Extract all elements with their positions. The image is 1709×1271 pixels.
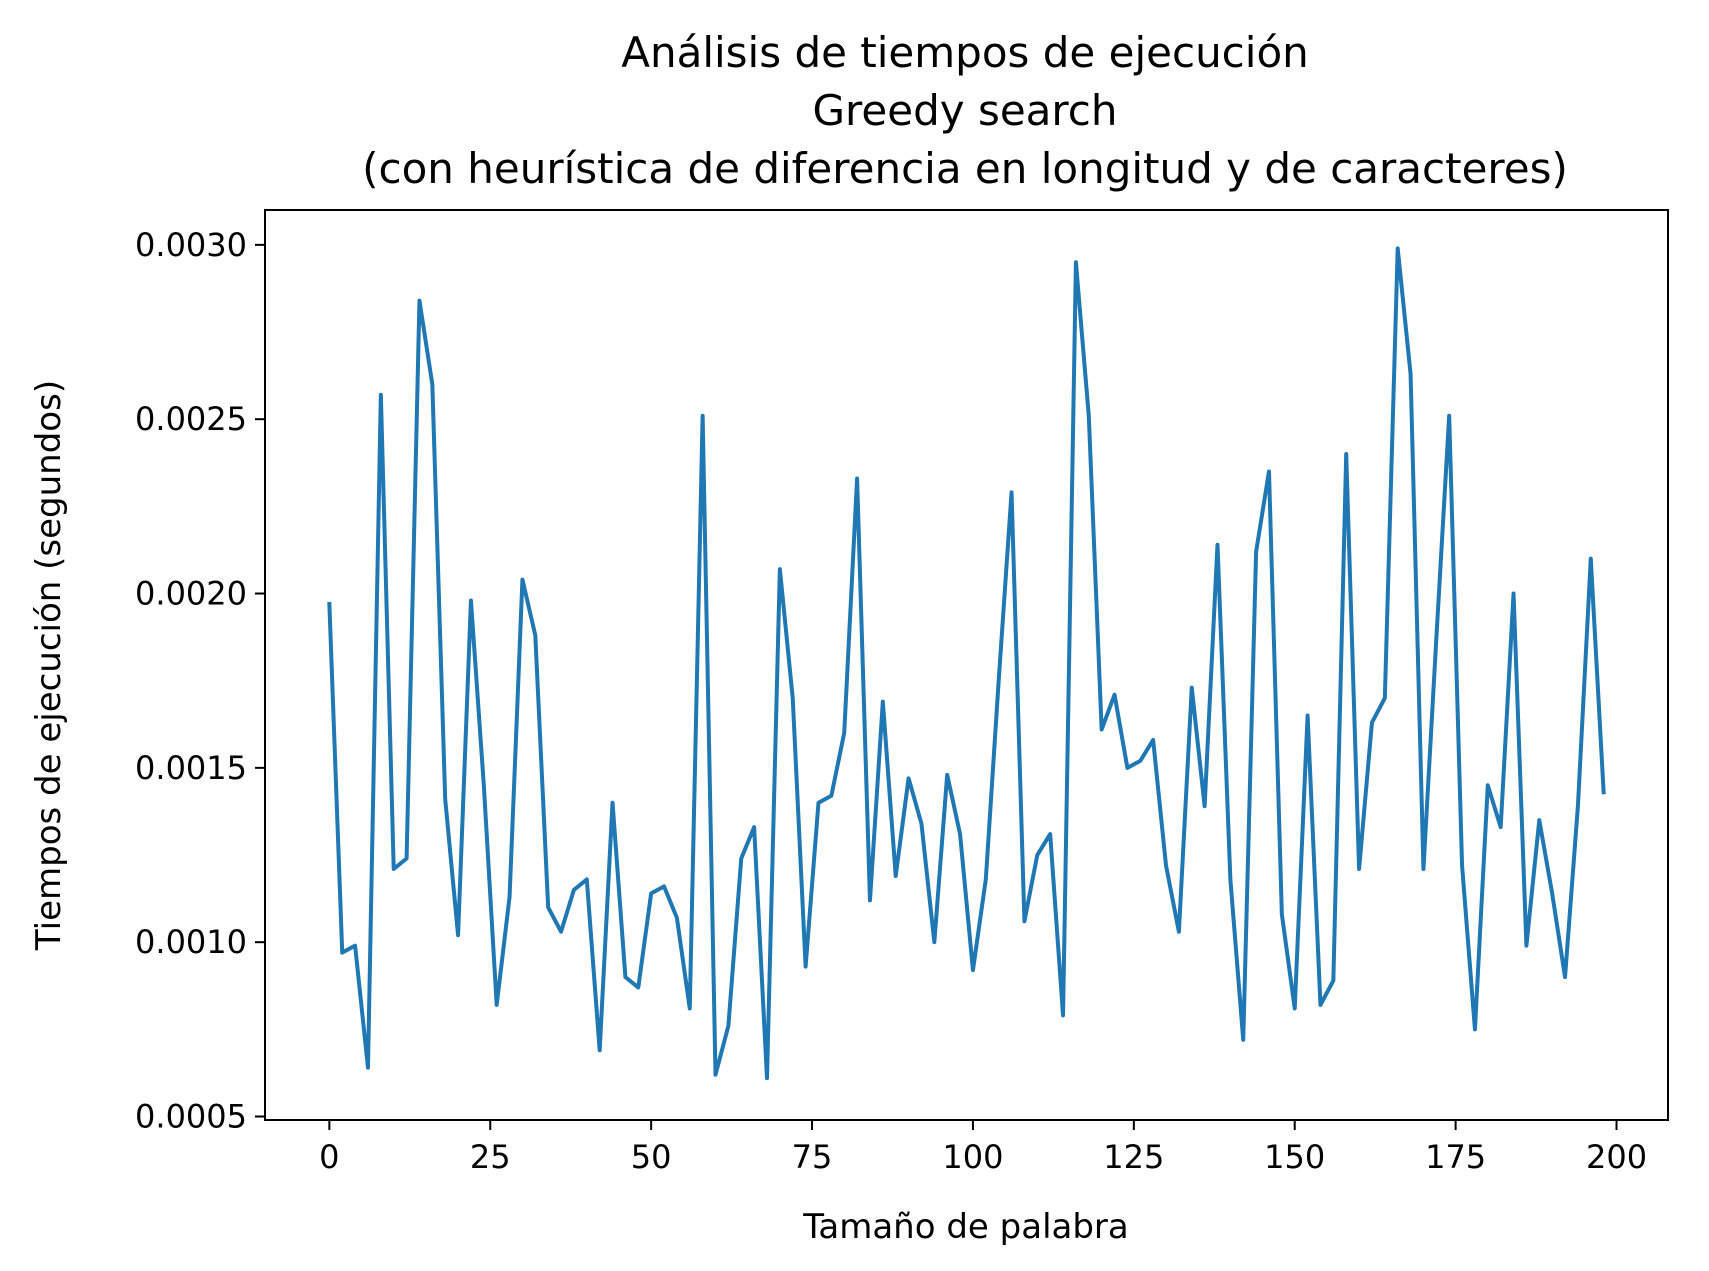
plot-frame (264, 209, 1669, 1121)
x-axis: 0 25 50 75 100 125 150 175 200 (319, 1120, 1647, 1176)
y-tick-label: 0.0010 (135, 923, 247, 961)
y-axis: 0.0005 0.0010 0.0015 0.0020 0.0025 0.0030 (135, 226, 265, 1136)
y-tick-label: 0.0030 (135, 226, 247, 264)
title-line-3: (con heurística de diferencia en longitu… (362, 144, 1568, 193)
y-tick-label: 0.0015 (135, 749, 247, 787)
x-tick-label: 200 (1586, 1138, 1647, 1176)
x-tick-label: 50 (631, 1138, 672, 1176)
y-axis-label: Tiempos de ejecución (segundos) (29, 380, 69, 951)
y-tick-label: 0.0020 (135, 575, 247, 613)
y-tick-label: 0.0005 (135, 1098, 247, 1136)
series-line (327, 246, 1606, 1081)
y-tick-label: 0.0025 (135, 400, 247, 438)
title-line-1: Análisis de tiempos de ejecución (621, 28, 1309, 77)
x-tick-label: 75 (792, 1138, 833, 1176)
title-line-2: Greedy search (813, 86, 1118, 135)
x-tick-label: 150 (1264, 1138, 1325, 1176)
x-tick-label: 0 (319, 1138, 339, 1176)
x-tick-label: 25 (470, 1138, 511, 1176)
x-tick-label: 175 (1425, 1138, 1486, 1176)
chart-title: Análisis de tiempos de ejecución Greedy … (362, 28, 1568, 193)
x-axis-label: Tamaño de palabra (802, 1207, 1129, 1247)
plot-area: 0 25 50 75 100 125 150 175 200 0.0005 0.0010 0.001… (135, 209, 1669, 1176)
x-tick-label: 125 (1103, 1138, 1164, 1176)
x-tick-label: 100 (942, 1138, 1003, 1176)
